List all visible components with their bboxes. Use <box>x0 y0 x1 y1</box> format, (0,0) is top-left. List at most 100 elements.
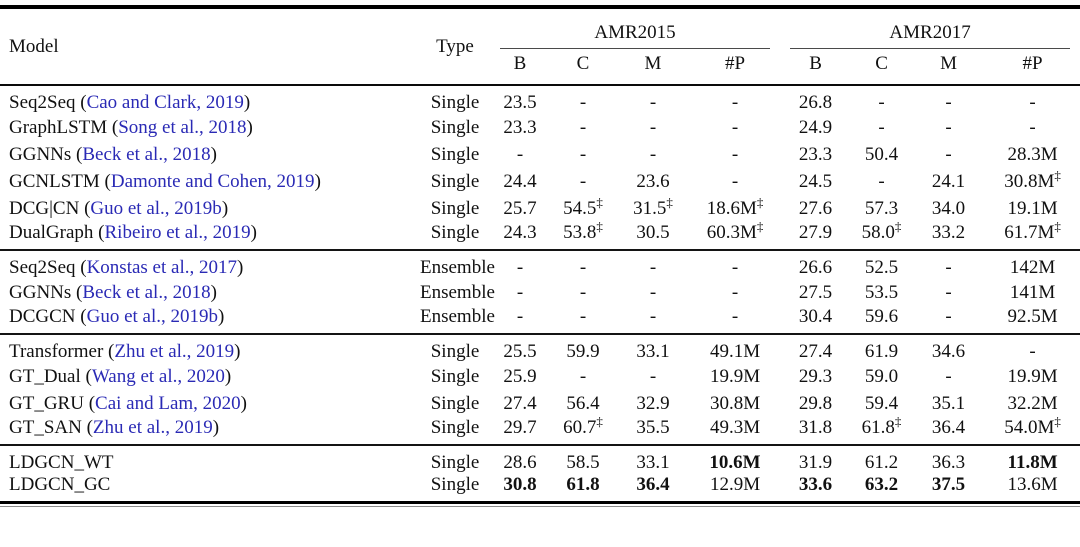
citation-link[interactable]: Zhu et al., 2019 <box>114 341 235 362</box>
double-dagger-marker: ‡ <box>1054 413 1061 429</box>
metric-cell: - <box>731 116 739 138</box>
citation-link[interactable]: Cao and Clark, 2019 <box>86 92 244 113</box>
metric-cell: 24.5 <box>798 170 833 192</box>
type-cell: Single <box>430 452 480 473</box>
metric-cell: 30.8M <box>709 392 761 414</box>
metric-cell: 58.5 <box>566 452 600 473</box>
metric-cell: 61.2 <box>864 452 899 473</box>
metric-cell: 12.9M <box>709 474 761 495</box>
metric-cell: 23.6 <box>636 170 670 192</box>
citation-link[interactable]: Song et al., 2018 <box>118 116 247 138</box>
model-name: GT_SAN <box>9 417 82 438</box>
metric-cell: 24.3 <box>503 222 537 243</box>
metric-cell: 59.9 <box>566 341 600 362</box>
metric-cell: - <box>731 170 739 192</box>
metric-cell: 25.7 <box>503 197 537 219</box>
metric-cell: 19.9M <box>1007 365 1058 387</box>
metric-cell: - <box>878 92 885 113</box>
citation-link[interactable]: Wang et al., 2020 <box>91 365 225 387</box>
metric-cell: 24.4 <box>503 170 537 192</box>
column-header-params-2015: #P <box>724 53 746 74</box>
model-cell: Transformer (Zhu et al., 2019) <box>9 341 241 362</box>
metric-cell: 52.5 <box>864 257 899 278</box>
column-header-chrf-2015: C <box>576 53 590 74</box>
metric-cell: 142M <box>1009 257 1056 278</box>
table-row: GGNNs (Beck et al., 2018) Ensemble - - - -27.… <box>0 279 1080 306</box>
metric-cell: - <box>516 257 524 278</box>
metric-cell: - <box>731 281 739 303</box>
metric-cell: 58.0‡ <box>861 218 902 243</box>
table-row: DCG|CN (Guo et al., 2019b) Single 25.7 54.5… <box>0 195 1080 222</box>
double-dagger-marker: ‡ <box>596 194 603 210</box>
metric-cell: - <box>1029 116 1036 138</box>
table-row: LDGCN_WT Single 28.6 58.5 33.1 10.6M 31.9 61.2 3… <box>0 445 1080 474</box>
metric-cell: 35.1 <box>931 392 966 414</box>
type-cell: Single <box>430 170 480 192</box>
table-row: GGNNs (Beck et al., 2018) Single - - - - 23.3 5… <box>0 141 1080 168</box>
double-dagger-marker: ‡ <box>596 413 603 429</box>
model-cell: GGNNs (Beck et al., 2018) <box>9 143 217 165</box>
citation-link[interactable]: Ribeiro et al., 2019 <box>104 222 251 243</box>
metric-cell: 32.2M <box>1007 392 1058 414</box>
model-name: Seq2Seq <box>9 257 76 278</box>
table-row: Seq2Seq (Konstas et al., 2017) Ensemble - -… <box>0 250 1080 279</box>
table-row: DualGraph (Ribeiro et al., 2019) Single 24… <box>0 218 1080 250</box>
metric-cell: - <box>516 306 524 327</box>
metric-cell: 31.8 <box>798 417 833 438</box>
double-dagger-marker: ‡ <box>1054 218 1061 234</box>
table-row: DCGCN (Guo et al., 2019b) Ensemble - - - -30.… <box>0 306 1080 334</box>
model-cell: GT_Dual (Wang et al., 2020) <box>9 365 232 387</box>
model-cell: GT_SAN (Zhu et al., 2019) <box>9 417 220 438</box>
metric-cell: 23.3 <box>798 143 833 165</box>
metric-cell: - <box>731 306 739 327</box>
model-name: GT_Dual <box>9 365 81 387</box>
metric-cell: - <box>649 365 657 387</box>
citation-link[interactable]: Damonte and Cohen, 2019 <box>110 170 315 192</box>
cmidrule-amr2017 <box>790 48 1071 49</box>
double-dagger-marker: ‡ <box>756 218 764 234</box>
metric-cell: 59.6 <box>864 306 899 327</box>
metric-cell: 61.9 <box>864 341 899 362</box>
metric-cell: - <box>649 257 657 278</box>
metric-cell: 36.4 <box>931 417 966 438</box>
metric-cell: 23.5 <box>503 92 537 113</box>
model-cell: GCNLSTM (Damonte and Cohen, 2019) <box>9 170 321 192</box>
column-group-amr2015: AMR2015 <box>490 7 780 49</box>
double-dagger-marker: ‡ <box>666 194 673 210</box>
metric-cell: - <box>579 257 587 278</box>
citation-link[interactable]: Guo et al., 2019b <box>90 197 222 219</box>
table-group: Seq2Seq (Cao and Clark, 2019) Single 23.5 -… <box>0 85 1080 250</box>
table-header: Model Type AMR2015 AMR2017 B C M #P B C … <box>0 7 1080 85</box>
column-header-params-2017: #P <box>1022 53 1043 74</box>
model-cell: Seq2Seq (Cao and Clark, 2019) <box>9 92 251 113</box>
metric-cell: - <box>731 143 739 165</box>
citation-link[interactable]: Beck et al., 2018 <box>82 143 211 165</box>
metric-cell: 37.5 <box>931 474 966 495</box>
metric-cell: 36.3 <box>931 452 966 473</box>
metric-cell: 30.8 <box>503 474 537 495</box>
citation-link[interactable]: Konstas et al., 2017 <box>86 257 237 278</box>
table-row: GT_Dual (Wang et al., 2020) Single 25.9 - - 1… <box>0 363 1080 390</box>
metric-cell: 29.7 <box>503 417 537 438</box>
table-row: Seq2Seq (Cao and Clark, 2019) Single 23.5 -… <box>0 85 1080 114</box>
model-cell: GraphLSTM (Song et al., 2018) <box>9 116 253 138</box>
model-name: GT_GRU <box>9 392 84 414</box>
metric-cell: 56.4 <box>566 392 600 414</box>
metric-cell: 34.6 <box>931 341 966 362</box>
double-dagger-marker: ‡ <box>596 218 603 234</box>
citation-link[interactable]: Beck et al., 2018 <box>82 281 211 303</box>
metric-cell: 61.8 <box>566 474 600 495</box>
metric-cell: - <box>731 92 739 113</box>
column-header-type: Type <box>436 35 474 57</box>
metric-cell: - <box>945 92 952 113</box>
citation-link[interactable]: Cai and Lam, 2020 <box>95 392 241 414</box>
metric-cell: - <box>579 365 587 387</box>
metric-cell: - <box>579 116 587 138</box>
citation-link[interactable]: Guo et al., 2019b <box>86 306 218 327</box>
metric-cell: 18.6M‡ <box>706 194 764 219</box>
metric-cell: 92.5M <box>1007 306 1058 327</box>
table-group: Seq2Seq (Konstas et al., 2017) Ensemble - -… <box>0 250 1080 334</box>
metric-cell: 27.4 <box>798 341 833 362</box>
citation-link[interactable]: Zhu et al., 2019 <box>92 417 213 438</box>
